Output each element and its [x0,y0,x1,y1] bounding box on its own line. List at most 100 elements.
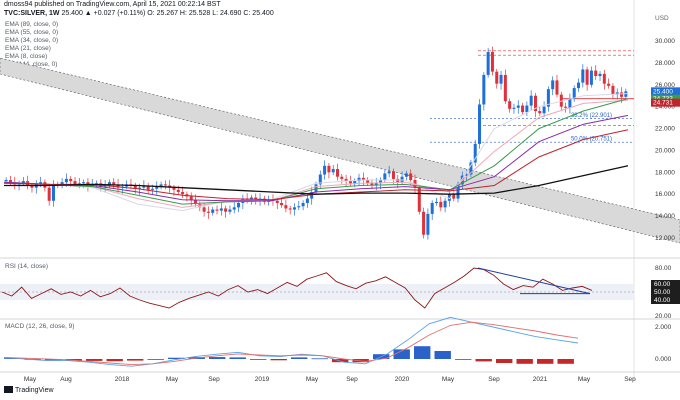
candle-body [331,169,335,173]
fib-level-label: 50.0% (20.751) [571,137,612,143]
candle-body [30,185,34,188]
candle-body [181,192,185,195]
rsi-tick: 50.00 [654,289,671,296]
candle-body [581,69,585,83]
legend-ema8[interactable]: EMA (8, close) [5,53,48,60]
legend-ma144[interactable]: MA (144, close, 0) [5,61,58,68]
candle-body [564,106,568,108]
price-label-box [651,87,680,96]
macd-histogram-bar [229,357,246,359]
rsi-tick: 60.00 [654,281,671,288]
legend-ema55[interactable]: EMA (55, close, 0) [5,29,59,36]
tradingview-logo-icon [4,386,13,393]
macd-tick: 2.000 [655,324,672,331]
ma-line-3 [3,98,629,205]
time-tick: Sep [624,376,636,383]
tradingview-logo[interactable]: TradingView [4,386,54,394]
candle-body [133,185,137,189]
candle-body [452,194,456,199]
legend-ema21[interactable]: EMA (21, close) [5,45,51,52]
rsi-tick: 80.00 [655,265,672,272]
macd-histogram-bar [209,357,226,359]
axes: 12.000 14.000 16.000 18.000 20.000 22.000 24.0… [24,15,680,383]
legend-rsi[interactable]: RSI (14, close) [5,263,48,270]
candle-body [577,82,581,89]
legend-macd[interactable]: MACD (12, 26, close, 9) [5,323,75,330]
candle-body [159,184,163,187]
candle-body [486,51,490,75]
candle-body [64,178,68,183]
candle-body [107,182,111,186]
candle-body [47,187,51,201]
candle-body [439,201,443,208]
signal-line [3,321,579,366]
candle-body [288,208,292,210]
candle-body [594,70,598,77]
candle-body [620,92,624,97]
candle-body [559,94,563,107]
time-tick: May [442,376,455,383]
descending-channel [0,57,680,244]
candle-body [8,179,12,183]
candle-body [292,207,296,210]
candle-body [150,188,154,190]
currency-label: USD [655,15,669,22]
candle-body [284,205,288,209]
candle-body [189,196,193,200]
candle-body [73,181,77,185]
candle-body [495,71,499,84]
candle-body [353,181,357,184]
candle-body [202,207,206,212]
candle-body [409,173,413,180]
candle-body [404,173,408,177]
candle-body [95,183,99,185]
candle-body [138,187,142,189]
candle-body [508,101,512,109]
legend-ema34[interactable]: EMA (34, close, 0) [5,37,59,44]
candle-body [607,83,611,86]
ma-line-2 [3,99,629,208]
macd-histogram-bar [414,346,431,359]
macd-panel [3,316,579,367]
candle-body [422,211,426,235]
candle-body [366,179,370,184]
macd-histogram-bar [475,359,492,362]
price-tick: 14.000 [655,213,675,220]
candle-body [529,95,533,106]
macd-histogram-bar [106,359,123,362]
macd-histogram-bar [147,359,164,360]
candle-body [533,95,537,112]
candle-body [215,209,219,211]
candle-body [426,213,430,235]
candle-body [301,202,305,207]
time-tick: 2019 [255,376,270,383]
candle-body [456,184,460,199]
candle-body [21,181,25,184]
legend-ema89[interactable]: EMA (89, close, 0) [5,21,59,28]
macd-histogram-bar [311,358,328,360]
rsi-level-box [651,296,680,304]
ma-line-1 [3,93,629,212]
price-label-box [651,94,680,103]
macd-tick: 0.000 [655,356,672,363]
macd-histogram-bar [270,359,287,361]
candle-body [473,143,477,163]
candle-body [254,197,258,200]
price-tick: 16.000 [655,191,675,198]
candle-body [146,185,150,190]
candle-body [344,178,348,182]
channel-band [0,57,680,244]
candle-body [206,211,210,213]
price-tick: 26.000 [655,82,675,89]
candle-body [86,182,90,186]
candle-body [391,171,395,179]
candle-body [585,69,589,85]
candle-body [327,165,331,173]
price-tick: 18.000 [655,169,675,176]
candle-body [211,209,215,213]
candle-body [443,200,447,208]
candle-body [551,80,555,90]
candle-body [275,200,279,203]
time-tick: Sep [346,376,358,383]
